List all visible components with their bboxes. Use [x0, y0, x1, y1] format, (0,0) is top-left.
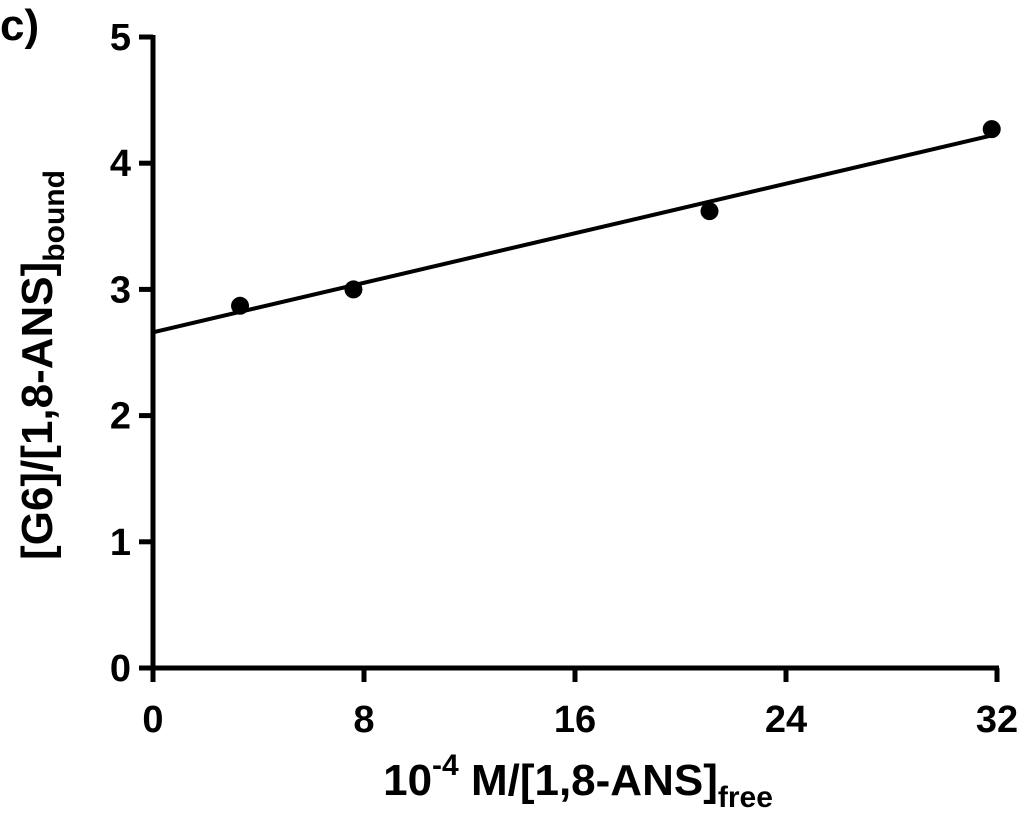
x-ticks: 0 8 16 24 32	[142, 668, 1018, 741]
data-point	[231, 296, 250, 315]
y-tick-label: 3	[110, 269, 131, 311]
data-point	[982, 120, 1001, 139]
y-axis-title-main: [G6]/[1,8-ANS]	[13, 262, 62, 560]
x-axis-title-sup: -4	[432, 749, 459, 782]
x-tick-label: 24	[765, 699, 807, 741]
axes	[150, 35, 999, 671]
y-tick-label: 2	[110, 396, 131, 438]
panel-label: c)	[0, 1, 39, 50]
x-tick-label: 8	[353, 699, 374, 741]
x-tick-label: 16	[554, 699, 596, 741]
y-tick-label: 4	[110, 143, 131, 185]
x-axis-title-sub: free	[718, 781, 773, 814]
y-tick-label: 0	[110, 648, 131, 690]
x-axis-title-main: 10	[383, 756, 432, 805]
x-tick-label: 0	[142, 699, 163, 741]
fit-line	[152, 132, 998, 335]
y-tick-label: 1	[110, 522, 131, 564]
x-axis-title-mid: M/[1,8-ANS]	[459, 756, 718, 805]
y-axis-title-sub: bound	[38, 170, 71, 262]
y-axis-title: [G6]/[1,8-ANS]bound	[13, 170, 71, 560]
y-ticks: 0 1 2 3 4 5	[110, 17, 153, 690]
data-points	[231, 120, 1001, 315]
data-point	[344, 280, 363, 299]
fit-line-group	[152, 132, 998, 335]
x-tick-label: 32	[976, 699, 1018, 741]
data-point	[700, 202, 719, 221]
x-axis-title: 10-4 M/[1,8-ANS]free	[383, 749, 773, 814]
y-tick-label: 5	[110, 17, 131, 59]
